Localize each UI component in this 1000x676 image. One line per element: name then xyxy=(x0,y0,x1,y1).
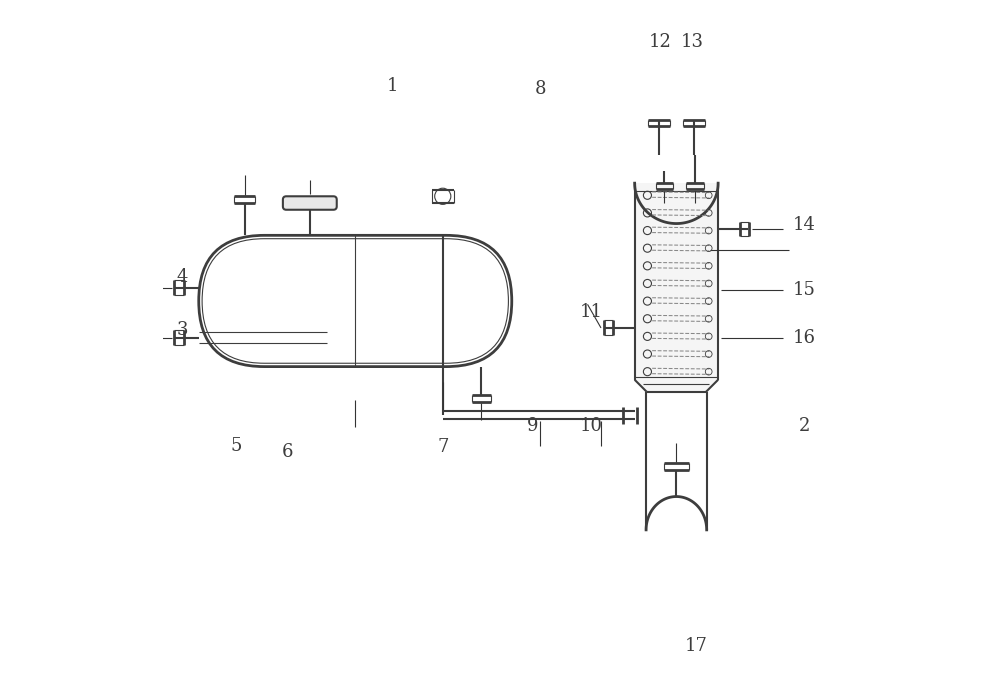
FancyBboxPatch shape xyxy=(283,196,337,210)
Text: 5: 5 xyxy=(230,437,242,455)
Polygon shape xyxy=(635,183,718,392)
Text: 11: 11 xyxy=(579,304,602,321)
Text: 6: 6 xyxy=(282,443,294,462)
FancyBboxPatch shape xyxy=(199,235,512,366)
Text: 7: 7 xyxy=(437,438,448,456)
Text: 15: 15 xyxy=(793,281,816,299)
Text: 12: 12 xyxy=(649,32,672,51)
Text: 16: 16 xyxy=(793,329,816,347)
Text: 2: 2 xyxy=(799,416,810,435)
Text: 3: 3 xyxy=(176,321,188,339)
Text: 9: 9 xyxy=(527,416,538,435)
Text: 14: 14 xyxy=(793,216,816,234)
Text: 1: 1 xyxy=(387,76,398,95)
Text: 17: 17 xyxy=(685,637,708,655)
Text: 4: 4 xyxy=(177,268,188,287)
Text: 10: 10 xyxy=(580,416,603,435)
Text: 13: 13 xyxy=(681,32,704,51)
Text: 8: 8 xyxy=(535,80,546,98)
